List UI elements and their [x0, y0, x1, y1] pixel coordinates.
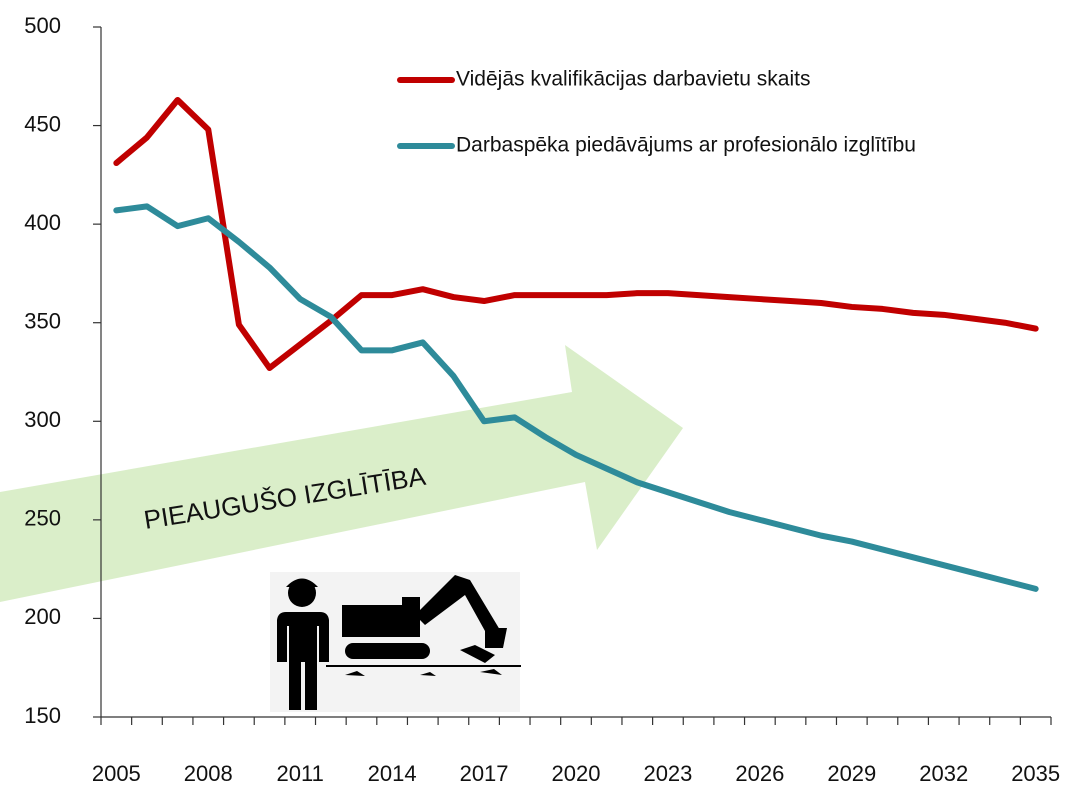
y-tick-label: 200 — [24, 604, 61, 629]
y-tick-label: 300 — [24, 407, 61, 432]
chart: PIEAUGUŠO IZGLĪTĪBA150200250300350400450… — [0, 0, 1084, 794]
x-tick-label: 2008 — [184, 761, 233, 786]
x-tick-label: 2014 — [368, 761, 417, 786]
x-tick-label: 2005 — [92, 761, 141, 786]
decoration — [0, 345, 683, 712]
y-tick-label: 150 — [24, 703, 61, 728]
y-tick-label: 250 — [24, 506, 61, 531]
y-tick-label: 400 — [24, 210, 61, 235]
y-tick-label: 350 — [24, 309, 61, 334]
x-tick-label: 2011 — [277, 761, 324, 786]
x-tick-label: 2035 — [1011, 761, 1060, 786]
y-tick-label: 450 — [24, 111, 61, 136]
legend-label: Vidējās kvalifikācijas darbavietu skaits — [456, 68, 810, 91]
x-tick-label: 2023 — [643, 761, 692, 786]
x-tick-label: 2032 — [919, 761, 968, 786]
x-tick-label: 2026 — [735, 761, 784, 786]
x-tick-label: 2020 — [552, 761, 601, 786]
x-tick-label: 2017 — [460, 761, 509, 786]
y-tick-label: 500 — [24, 13, 61, 38]
legend-label: Darbaspēka piedāvājums ar profesionālo i… — [456, 134, 916, 157]
x-tick-label: 2029 — [827, 761, 876, 786]
